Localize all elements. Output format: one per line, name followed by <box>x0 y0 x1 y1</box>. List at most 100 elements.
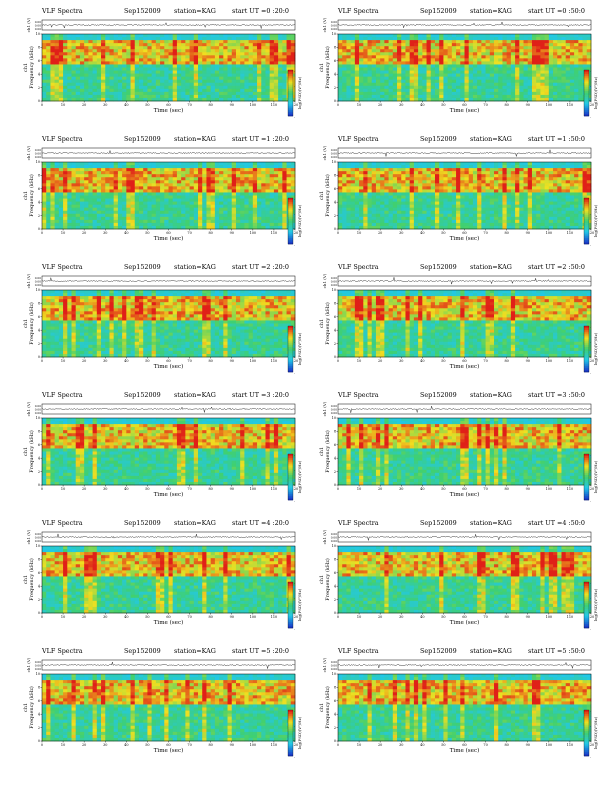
panel-station: station=KAG <box>470 135 512 143</box>
time-tick-label: 0 <box>41 743 43 747</box>
freq-tick-label: 2 <box>334 726 336 730</box>
amp-tick-label: 0.00 <box>35 276 41 280</box>
frequency-axis: 0 2 4 6 8 10 Frequency (kHz)ch1 <box>319 288 338 359</box>
panel-start-time: start UT =4 :20:0 <box>232 519 289 527</box>
time-tick-label: 40 <box>124 615 128 619</box>
colorbar-tick-label: - <box>590 724 591 728</box>
amp-tick-label: 0.00 <box>331 148 337 152</box>
panel-title: VLF Spectra <box>41 647 83 655</box>
freq-tick-label: 4 <box>334 200 336 204</box>
time-tick-label: 70 <box>187 231 191 235</box>
colorbar: ----log(PSD)(V²/Hz) <box>287 197 302 247</box>
panel-station: station=KAG <box>470 647 512 655</box>
time-tick-label: 100 <box>250 487 256 491</box>
amplitude-trace <box>337 406 591 413</box>
amp-tick-label: 0.00 <box>35 27 41 31</box>
time-tick-label: 0 <box>41 615 43 619</box>
time-tick-label: 20 <box>82 487 86 491</box>
freq-axis-label: Frequency (kHz) <box>28 302 35 345</box>
amp-tick-label: 0.00 <box>35 536 41 540</box>
panel-station: station=KAG <box>470 263 512 271</box>
colorbar-tick-label: - <box>590 709 591 713</box>
amp-tick-label: 0.00 <box>35 408 41 412</box>
amp-axis-label: ch1 (V) <box>26 145 31 160</box>
time-tick-label: 10 <box>357 103 361 107</box>
time-axis-label: Time (sec) <box>154 491 184 498</box>
time-tick-label: 80 <box>209 743 213 747</box>
time-tick-label: 20 <box>378 103 382 107</box>
spectrogram-image <box>41 289 296 358</box>
colorbar-tick-label: - <box>294 484 295 488</box>
time-tick-label: 80 <box>209 359 213 363</box>
amplitude-trace <box>337 661 591 669</box>
time-tick-label: 30 <box>399 743 403 747</box>
time-tick-label: 110 <box>271 743 277 747</box>
time-axis: 0 10 20 30 40 50 60 70 80 90 100 110 120 Time (sec) <box>41 229 298 242</box>
freq-tick-label: 10 <box>36 160 40 164</box>
panel-title: VLF Spectra <box>41 7 83 15</box>
spectrogram-panel: VLF Spectra Sep152009 station=KAG start UT … <box>23 647 302 759</box>
colorbar-tick-label: - <box>590 69 591 73</box>
freq-tick-label: 8 <box>334 302 336 306</box>
time-tick-label: 110 <box>567 103 573 107</box>
freq-tick-label: 10 <box>332 160 336 164</box>
time-axis-label: Time (sec) <box>154 363 184 370</box>
time-tick-label: 10 <box>61 103 65 107</box>
channel-label: ch1 <box>23 703 29 712</box>
panel-title: VLF Spectra <box>41 391 83 399</box>
time-tick-label: 120 <box>588 359 594 363</box>
freq-tick-label: 6 <box>38 315 40 319</box>
time-tick-label: 30 <box>399 359 403 363</box>
panel-title: VLF Spectra <box>337 135 379 143</box>
freq-tick-label: 4 <box>38 72 40 76</box>
panel-start-time: start UT =4 :50:0 <box>528 519 585 527</box>
colorbar-label: log(PSD)(V²/Hz) <box>593 716 598 749</box>
amp-axis-label: ch1 (V) <box>322 145 327 160</box>
time-tick-label: 60 <box>166 359 170 363</box>
time-tick-label: 20 <box>378 615 382 619</box>
time-tick-label: 120 <box>292 359 298 363</box>
panel-title: VLF Spectra <box>337 391 379 399</box>
channel-label: ch1 <box>23 575 29 584</box>
time-tick-label: 40 <box>420 231 424 235</box>
panel-date: Sep152009 <box>420 519 457 527</box>
freq-axis-label: Frequency (kHz) <box>324 558 331 601</box>
time-tick-label: 40 <box>124 487 128 491</box>
freq-tick-label: 6 <box>334 187 336 191</box>
freq-tick-label: 0 <box>38 611 40 615</box>
freq-tick-label: 2 <box>38 86 40 90</box>
freq-axis-label: Frequency (kHz) <box>28 46 35 89</box>
channel-label: ch1 <box>319 63 325 72</box>
time-tick-label: 50 <box>145 615 149 619</box>
time-tick-label: 10 <box>61 487 65 491</box>
time-tick-label: 0 <box>41 231 43 235</box>
time-tick-label: 10 <box>61 231 65 235</box>
amplitude-trace <box>337 277 591 285</box>
freq-axis-label: Frequency (kHz) <box>324 46 331 89</box>
colorbar: ----log(PSD)(V²/Hz) <box>287 453 302 503</box>
amp-tick-label: 0.00 <box>331 20 337 24</box>
time-tick-label: 30 <box>103 487 107 491</box>
time-tick-label: 110 <box>271 615 277 619</box>
time-tick-label: 70 <box>187 743 191 747</box>
time-tick-label: 40 <box>124 231 128 235</box>
time-tick-label: 20 <box>82 615 86 619</box>
time-axis-label: Time (sec) <box>450 747 480 754</box>
freq-tick-label: 10 <box>332 544 336 548</box>
time-axis: 0 10 20 30 40 50 60 70 80 90 100 110 120 Time (sec) <box>337 101 594 114</box>
amp-tick-label: 0.00 <box>35 664 41 668</box>
colorbar-tick-label: - <box>590 468 591 472</box>
spectrogram-image <box>337 417 592 486</box>
panel-date: Sep152009 <box>124 391 161 399</box>
time-tick-label: 50 <box>441 743 445 747</box>
freq-tick-label: 2 <box>334 598 336 602</box>
time-tick-label: 70 <box>187 615 191 619</box>
time-tick-label: 10 <box>357 615 361 619</box>
colorbar-tick-label: - <box>590 755 591 759</box>
freq-tick-label: 6 <box>334 59 336 63</box>
amp-tick-label: 0.00 <box>35 280 41 284</box>
